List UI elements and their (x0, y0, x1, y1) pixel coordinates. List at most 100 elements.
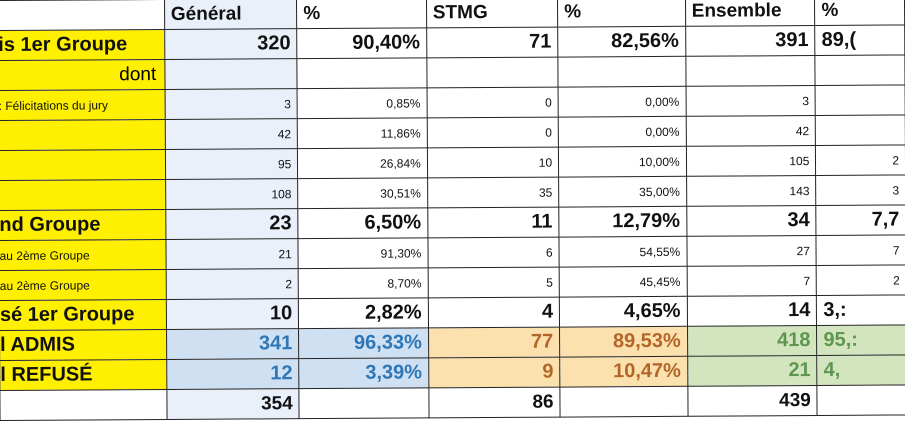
row-label: dont (0, 59, 165, 91)
results-table: Général % STMG % Ensemble % is 1er Group… (0, 0, 905, 421)
cell-pct-ensemble: 2 (816, 264, 905, 296)
cell-pct-stmg: 4,65% (559, 296, 688, 328)
cell-pct-general: 11,86% (297, 117, 428, 149)
cell-pct-general: 0,85% (297, 87, 427, 119)
header-ensemble: Ensemble (685, 0, 816, 27)
cell-pct-stmg: 82,56% (557, 26, 686, 58)
row-label: sé 1er Groupe (0, 299, 167, 331)
cell-pct-stmg: 0,00% (558, 116, 687, 148)
row-label: : Félicitations du jury (0, 89, 165, 121)
cell-pct-general: 8,70% (298, 267, 429, 299)
cell-general: 23 (165, 208, 299, 240)
cell-stmg: 77 (428, 327, 560, 358)
cell-pct-stmg: 35,00% (558, 176, 687, 208)
cell-general: 12 (166, 358, 300, 390)
cell-ensemble: 105 (686, 145, 816, 177)
row-label: l REFUSÉ (0, 359, 167, 391)
cell-ensemble: 391 (685, 25, 816, 57)
cell-stmg: 4 (428, 297, 560, 328)
cell-pct-stmg (557, 56, 686, 88)
cell-ensemble: 3 (685, 85, 816, 117)
cell-general: 21 (165, 238, 299, 270)
cell-general: 2 (165, 268, 299, 300)
cell-ensemble: 439 (687, 385, 818, 417)
row-label (0, 179, 166, 211)
cell-ensemble: 14 (686, 295, 817, 327)
cell-pct-ensemble: 7 (816, 234, 905, 266)
cell-pct-general: 26,84% (297, 147, 428, 179)
header-pct-stmg: % (557, 0, 686, 28)
cell-pct-general: 2,82% (298, 297, 429, 329)
cell-pct-stmg: 54,55% (559, 236, 687, 268)
cell-general: 10 (166, 298, 299, 330)
cell-pct-ensemble: 3 (815, 174, 905, 206)
cell-pct-stmg: 45,45% (559, 266, 687, 298)
cell-general: 354 (166, 388, 300, 420)
cell-pct-ensemble: 3,: (816, 294, 905, 326)
cell-ensemble: 21 (687, 355, 818, 387)
cell-ensemble (685, 55, 816, 87)
cell-general: 341 (166, 328, 299, 360)
cell-general: 95 (165, 148, 298, 180)
cell-stmg: 5 (427, 267, 560, 298)
cell-pct-general (299, 387, 429, 419)
cell-pct-general: 3,39% (298, 357, 429, 389)
cell-general: 3 (164, 88, 298, 120)
cell-stmg (426, 57, 559, 88)
header-pct-general: % (296, 0, 427, 29)
cell-pct-stmg (559, 386, 688, 418)
row-label: nd Groupe (0, 209, 166, 241)
cell-pct-ensemble (815, 114, 905, 146)
results-table-sheet: Général % STMG % Ensemble % is 1er Group… (0, 0, 905, 421)
cell-pct-stmg: 89,53% (559, 326, 688, 358)
cell-general: 320 (164, 28, 298, 60)
cell-stmg: 71 (426, 27, 558, 58)
cell-stmg: 6 (427, 237, 560, 268)
cell-general: 108 (165, 178, 299, 210)
cell-general (164, 58, 298, 90)
cell-ensemble: 143 (686, 175, 817, 207)
header-stmg: STMG (426, 0, 558, 28)
cell-pct-general: 96,33% (298, 327, 429, 359)
cell-stmg: 0 (426, 117, 559, 148)
cell-pct-general: 90,40% (296, 27, 427, 59)
cell-ensemble: 42 (685, 115, 816, 147)
cell-general: 42 (164, 118, 298, 150)
row-label: au 2ème Groupe (0, 239, 166, 271)
cell-ensemble: 27 (686, 235, 817, 267)
cell-pct-general: 30,51% (297, 177, 428, 209)
row-label: l ADMIS (0, 329, 167, 361)
header-blank (0, 0, 165, 31)
cell-ensemble: 7 (686, 265, 817, 297)
cell-pct-ensemble: 2 (815, 144, 905, 176)
cell-stmg: 10 (427, 147, 559, 178)
cell-pct-stmg: 0,00% (558, 86, 686, 118)
row-label: is 1er Groupe (0, 29, 165, 61)
cell-pct-ensemble: 7,7 (816, 204, 905, 236)
cell-stmg: 35 (427, 177, 559, 208)
cell-pct-general (297, 57, 427, 89)
cell-pct-stmg: 10,00% (558, 146, 687, 178)
row-label (0, 119, 166, 151)
cell-pct-stmg: 12,79% (558, 206, 687, 238)
cell-ensemble: 34 (686, 205, 817, 237)
cell-pct-ensemble (815, 84, 905, 116)
cell-stmg: 11 (427, 207, 560, 238)
cell-pct-ensemble: 89,( (815, 24, 905, 56)
cell-pct-ensemble (817, 384, 905, 416)
header-pct-ensemble: % (814, 0, 905, 26)
cell-pct-ensemble: 4, (817, 354, 905, 386)
cell-pct-general: 6,50% (298, 207, 428, 239)
cell-pct-ensemble (815, 54, 905, 86)
cell-stmg: 0 (426, 87, 559, 118)
row-label (0, 149, 166, 181)
row-label: au 2ème Groupe (0, 269, 167, 301)
cell-stmg: 86 (428, 387, 561, 418)
cell-pct-stmg: 10,47% (559, 356, 688, 388)
cell-pct-ensemble: 95,: (816, 324, 905, 356)
cell-pct-general: 91,30% (298, 237, 428, 269)
cell-ensemble: 418 (687, 325, 818, 357)
header-general: Général (164, 0, 297, 30)
cell-stmg: 9 (428, 357, 560, 388)
row-label (0, 389, 167, 421)
